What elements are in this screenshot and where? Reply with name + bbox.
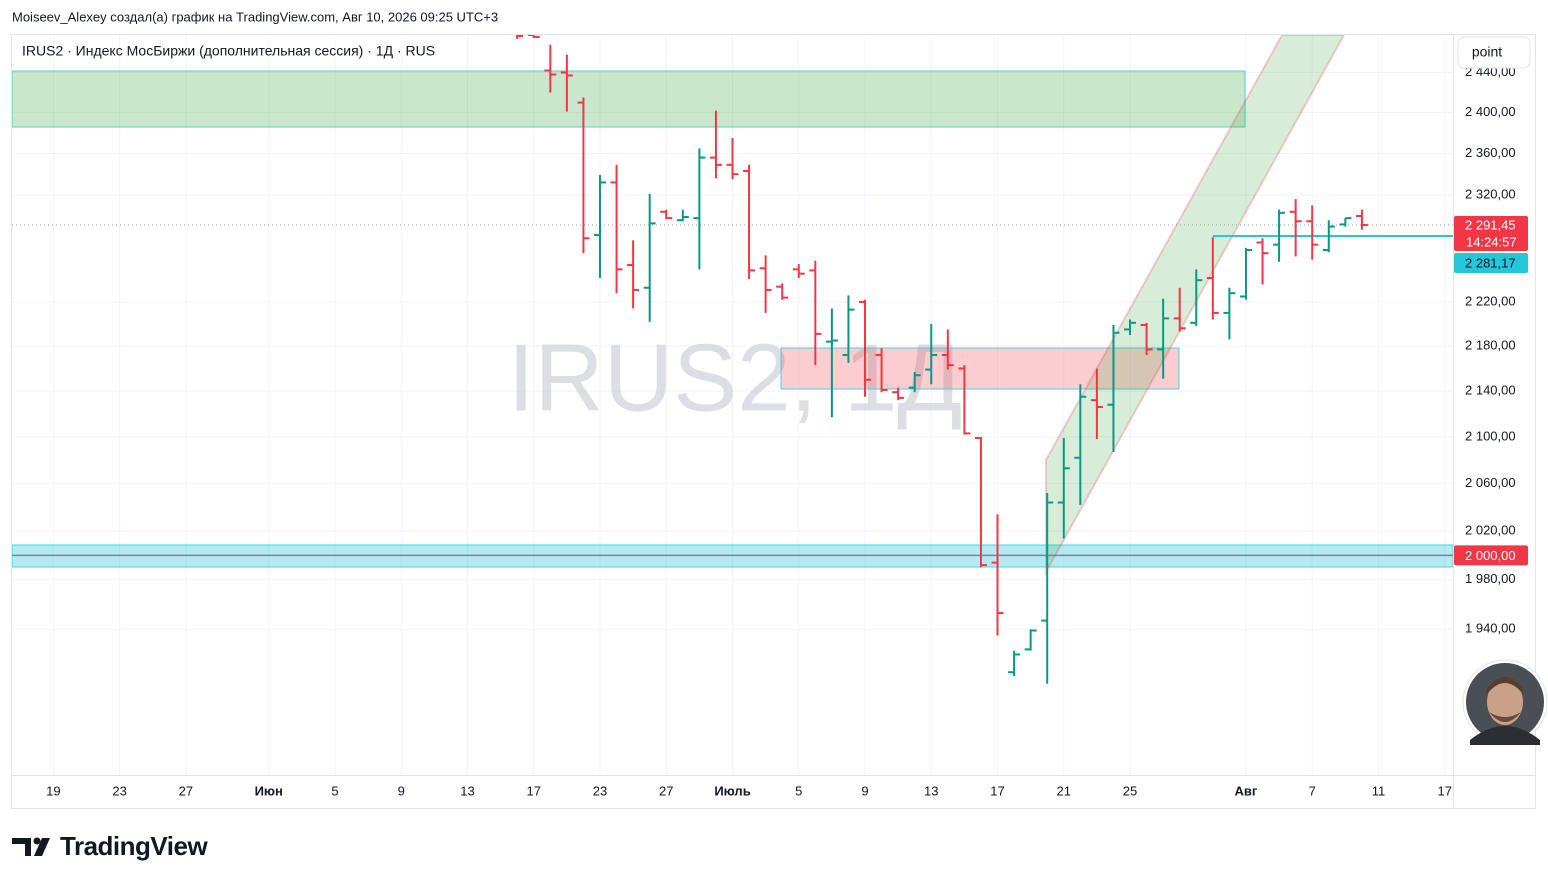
level-label: 2 281,17 [1465, 255, 1516, 270]
last-price-label: 2 291,45 [1465, 217, 1516, 232]
last-price-badge [1454, 216, 1528, 252]
x-tick-label: 9 [398, 783, 405, 798]
y-tick-label: 2 100,00 [1465, 428, 1516, 443]
drawings [12, 35, 1453, 576]
logo-mark [12, 838, 31, 856]
x-tick-label: 23 [112, 783, 126, 798]
x-tick-label: 23 [593, 783, 607, 798]
x-tick-label: 5 [331, 783, 338, 798]
avatar-shoulders [1470, 726, 1540, 745]
y-tick-label: 2 140,00 [1465, 382, 1516, 397]
point-button-label[interactable]: point [1472, 44, 1502, 60]
y-tick-label: 2 060,00 [1465, 475, 1516, 490]
axis-labels: IRUS2 · Индекс МосБиржи (дополнительная … [22, 43, 1528, 798]
trend-channel[interactable] [1045, 35, 1346, 576]
brand-logo: TradingView [12, 831, 209, 861]
y-tick-label: 2 020,00 [1465, 523, 1516, 538]
x-tick-label: 9 [861, 783, 868, 798]
avatar-beard [1489, 712, 1521, 722]
x-tick-label: 27 [179, 783, 193, 798]
header-text: Moiseev_Alexey создал(а) график на Tradi… [12, 9, 498, 24]
chart-frame [11, 34, 1536, 809]
watermark-layer: IRUS2, 1Д [508, 324, 963, 431]
x-tick-label: Авг [1235, 783, 1258, 798]
logo-slash [34, 838, 50, 856]
x-tick-label: 17 [527, 783, 541, 798]
x-tick-label: Июн [255, 783, 283, 798]
level-lines [12, 224, 1453, 557]
axes [11, 34, 1536, 809]
avatar-face [1487, 679, 1523, 725]
logo-dot [33, 837, 41, 845]
x-tick-label: 17 [1437, 783, 1451, 798]
avatar-hair [1487, 677, 1523, 694]
zone-rectangle[interactable] [12, 70, 1246, 128]
ohlc-bars [516, 35, 1368, 684]
y-tick-label: 1 980,00 [1465, 571, 1516, 586]
level-badge [1454, 253, 1528, 274]
brand-name: TradingView [60, 831, 208, 861]
x-tick-label: 5 [795, 783, 802, 798]
watermark: IRUS2, 1Д [508, 324, 963, 431]
x-tick-label: 7 [1309, 783, 1316, 798]
level-badge [1454, 545, 1528, 566]
chart-title: IRUS2 · Индекс МосБиржи (дополнительная … [22, 43, 435, 59]
x-tick-label: 25 [1123, 783, 1137, 798]
x-tick-label: 13 [460, 783, 474, 798]
y-tick-label: 2 320,00 [1465, 186, 1516, 201]
y-tick-label: 2 400,00 [1465, 104, 1516, 119]
overlay-controls: point [1457, 36, 1548, 745]
avatar[interactable] [1462, 659, 1548, 745]
y-tick-label: 1 940,00 [1465, 621, 1516, 636]
x-tick-label: 19 [46, 783, 60, 798]
x-tick-label: 11 [1372, 783, 1386, 798]
level-label: 2 000,00 [1465, 548, 1516, 563]
x-tick-label: Июль [714, 783, 750, 798]
y-tick-label: 2 180,00 [1465, 338, 1516, 353]
point-button[interactable] [1457, 36, 1531, 69]
x-tick-label: 21 [1057, 783, 1071, 798]
countdown-label: 14:24:57 [1466, 234, 1517, 249]
x-tick-label: 27 [659, 783, 673, 798]
grid-layer [12, 35, 1453, 775]
y-tick-label: 2 220,00 [1465, 293, 1516, 308]
y-tick-label: 2 360,00 [1465, 145, 1516, 160]
x-tick-label: 17 [990, 783, 1004, 798]
x-tick-label: 13 [924, 783, 938, 798]
